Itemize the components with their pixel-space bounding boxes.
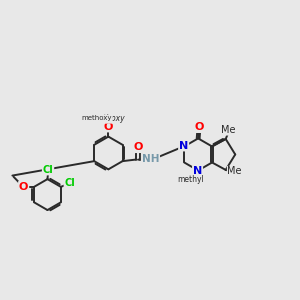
Text: O: O — [133, 142, 143, 152]
Text: NH: NH — [142, 154, 159, 164]
Text: methoxy: methoxy — [82, 115, 112, 121]
Text: N: N — [179, 140, 188, 151]
Text: O: O — [104, 122, 113, 131]
Text: Cl: Cl — [64, 178, 75, 188]
Text: Cl: Cl — [43, 165, 53, 175]
Text: Me: Me — [221, 125, 235, 135]
Text: Me: Me — [227, 167, 242, 176]
Text: O: O — [194, 122, 203, 132]
Text: N: N — [193, 167, 202, 176]
Text: methoxy: methoxy — [92, 114, 125, 123]
Text: O: O — [19, 182, 28, 192]
Text: methyl: methyl — [177, 175, 204, 184]
